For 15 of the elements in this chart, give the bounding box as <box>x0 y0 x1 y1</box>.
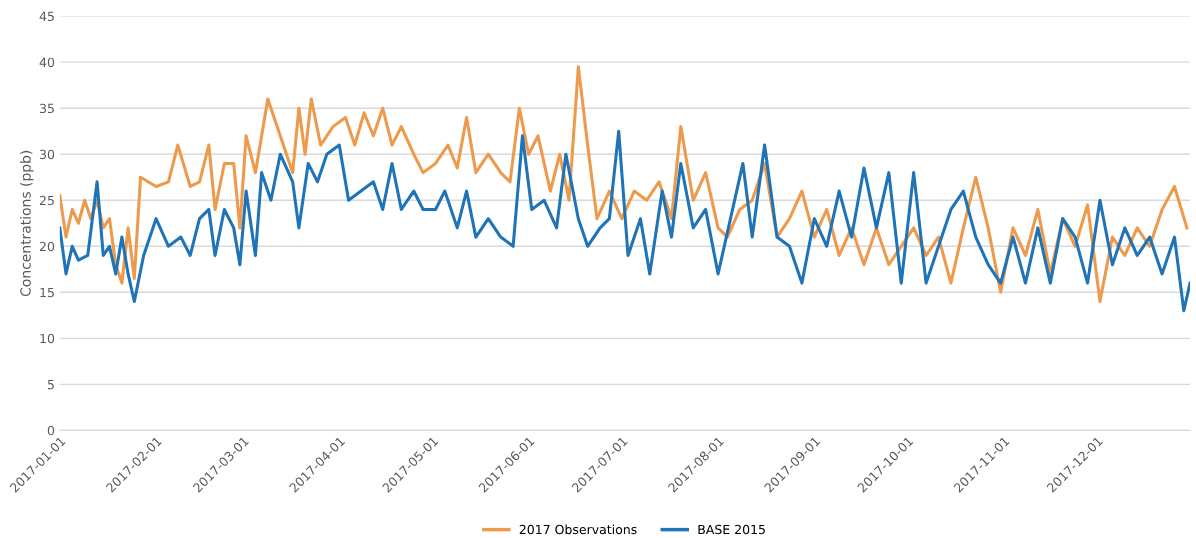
y-tick-label: 30 <box>39 149 55 160</box>
y-tick-label: 20 <box>39 241 55 252</box>
legend-label: 2017 Observations <box>519 524 637 535</box>
y-tick-label: 15 <box>40 287 54 298</box>
y-tick-label: 25 <box>39 195 54 206</box>
y-tick-label: 40 <box>39 57 55 68</box>
legend-label: BASE 2015 <box>698 524 765 535</box>
y-tick-label: 35 <box>39 103 54 114</box>
y-tick-label: 0 <box>47 425 55 436</box>
line-series <box>59 65 1189 304</box>
y-tick-label: 45 <box>39 11 54 22</box>
y-axis-title: Concentrations (ppb) <box>20 150 34 297</box>
line-series <box>59 129 1191 313</box>
y-tick-label: 5 <box>47 380 54 390</box>
y-tick-label: 10 <box>40 333 55 344</box>
